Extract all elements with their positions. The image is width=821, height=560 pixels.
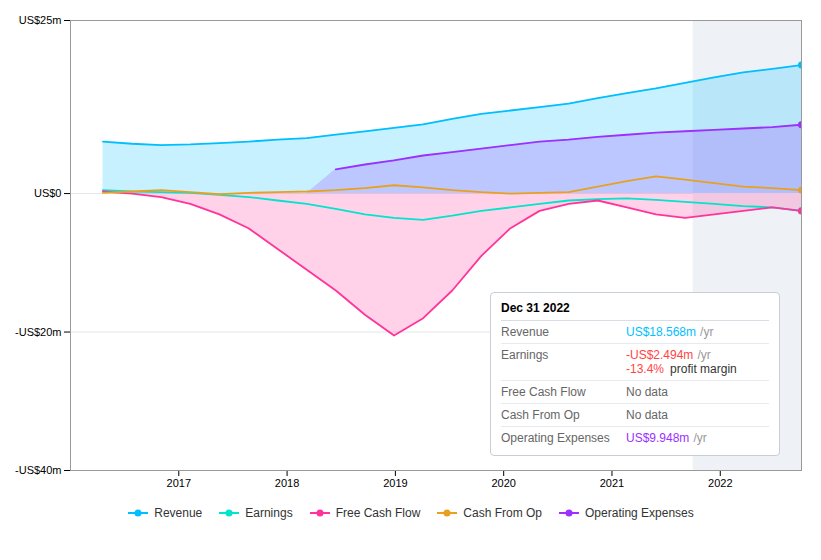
svg-text:2021: 2021 <box>600 477 624 489</box>
html-text:Earnings: Earnings <box>501 348 549 362</box>
html-text:Dec 31 2022: Dec 31 2022 <box>501 301 570 315</box>
html-text:Free Cash Flow: Free Cash Flow <box>501 385 586 399</box>
svg-text:US$25m: US$25m <box>19 14 62 26</box>
svg-text:US$0: US$0 <box>34 187 62 199</box>
html-text:Cash From Op: Cash From Op <box>463 506 542 520</box>
html-text:Operating Expenses: Operating Expenses <box>585 506 694 520</box>
svg-text:-US$20m: -US$20m <box>15 326 61 338</box>
svg-text:2020: 2020 <box>491 477 515 489</box>
html-text:Free Cash Flow: Free Cash Flow <box>335 506 421 520</box>
html-text:Operating Expenses: Operating Expenses <box>501 431 610 445</box>
svg-text:2017: 2017 <box>167 477 191 489</box>
html-text:No data: No data <box>626 408 668 422</box>
html-text:No data: No data <box>626 385 668 399</box>
html-text:Cash From Op: Cash From Op <box>501 408 580 422</box>
html-text:-US$2.494m /yr: -US$2.494m /yr <box>626 348 711 362</box>
html-text:profit margin: profit margin <box>670 362 737 376</box>
html-text:US$18.568m /yr: US$18.568m /yr <box>626 325 714 339</box>
html-text:Revenue: Revenue <box>154 506 203 520</box>
html-text:-13.4%: -13.4% <box>626 362 664 376</box>
svg-text:2019: 2019 <box>383 477 407 489</box>
html-text:Earnings: Earnings <box>245 506 293 520</box>
html-text:US$9.948m /yr: US$9.948m /yr <box>626 431 707 445</box>
svg-text:2022: 2022 <box>708 477 732 489</box>
svg-text:-US$40m: -US$40m <box>15 464 61 476</box>
html-text:Revenue: Revenue <box>501 325 549 339</box>
svg-text:2018: 2018 <box>275 477 299 489</box>
